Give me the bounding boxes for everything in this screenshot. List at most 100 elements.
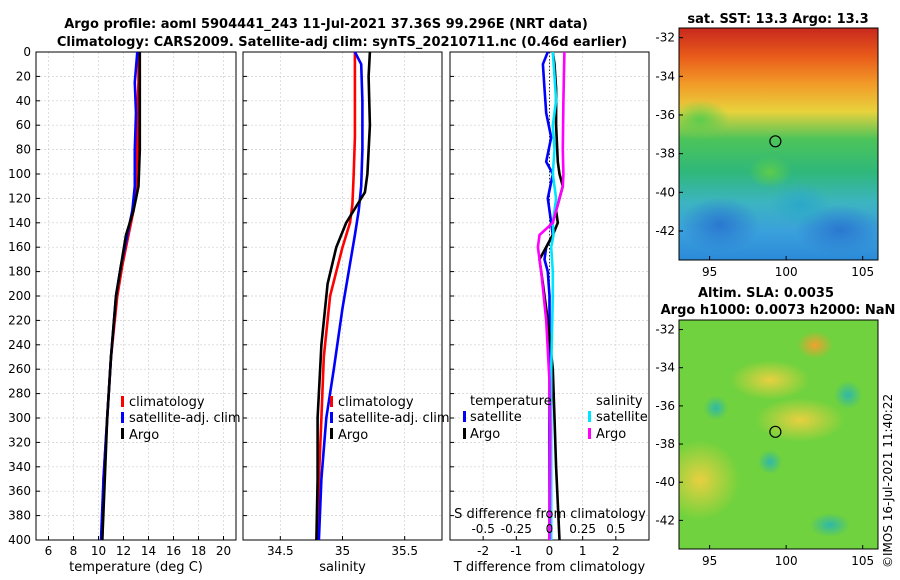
- map-y-tick-label: -42: [655, 224, 675, 238]
- x-tick-label: 34.5: [267, 544, 294, 558]
- y-tick-label: 220: [8, 313, 31, 327]
- argo-position-marker: [769, 135, 782, 148]
- y-tick-label: 100: [8, 167, 31, 181]
- legend-satellite-label: satellite-adj. clim: [129, 411, 241, 426]
- legend-argo-swatch: [121, 428, 124, 439]
- map-y-tick-label: -40: [655, 475, 675, 489]
- series-line-temperature-argo: [538, 51, 565, 541]
- series-line-climatology: [316, 52, 357, 541]
- sla-feature: [758, 450, 782, 474]
- y-tick-label: 20: [16, 69, 31, 83]
- sla-feature: [810, 513, 850, 537]
- y-tick-label: 260: [8, 362, 31, 376]
- sst-feature: [770, 183, 830, 227]
- sla-map-frame: [678, 319, 879, 550]
- argo-position-marker: [769, 425, 782, 438]
- legend-group-temperature-title: temperature: [470, 394, 552, 409]
- y-tick-label: 340: [8, 460, 31, 474]
- map-x-tick-label: 100: [775, 554, 798, 568]
- x-tick-label: 8: [70, 544, 78, 558]
- x-tick-label: 14: [141, 544, 156, 558]
- x-tick-label: 12: [116, 544, 131, 558]
- sst-heatmap: [679, 28, 878, 260]
- y-tick-label: 400: [8, 533, 31, 547]
- x-tick-label: 20: [216, 544, 231, 558]
- map-y-tick-label: -38: [655, 147, 675, 161]
- map-y-tick-label: -36: [655, 399, 675, 413]
- series-line-satellite-adj-clim: [317, 51, 364, 541]
- top-x-tick-label: 0.5: [606, 522, 625, 536]
- sla-map-title-line2: Argo h1000: 0.0073 h2000: NaN: [661, 303, 896, 318]
- y-tick-label: 360: [8, 484, 31, 498]
- sst-feature: [748, 156, 792, 188]
- map-x-tick-label: 95: [702, 265, 717, 279]
- sst-feature: [679, 100, 730, 140]
- sla-feature: [730, 360, 810, 400]
- map-y-tick-label: -32: [655, 31, 675, 45]
- x-axis-label: T difference from climatology: [453, 560, 646, 575]
- x-tick-label: 0: [546, 544, 554, 558]
- legend-temp-satellite-label: satellite: [470, 410, 522, 425]
- x-axis-label: temperature (deg C): [69, 560, 203, 575]
- legend-argo-label: Argo: [129, 428, 159, 443]
- salinity-panel: 34.5 35 35.5 salinity: [242, 51, 443, 575]
- sla-feature: [797, 331, 833, 359]
- series-line-argo: [101, 52, 142, 541]
- sla-feature: [679, 440, 740, 520]
- map-x-tick-label: 95: [702, 554, 717, 568]
- x-tick-label: 35: [335, 544, 350, 558]
- legend-climatology-swatch: [330, 396, 333, 407]
- legend-satellite-label: satellite-adj. clim: [338, 411, 450, 426]
- x-tick-label: -1: [510, 544, 522, 558]
- y-tick-label: 0: [23, 45, 31, 59]
- series-line-argo: [315, 51, 372, 541]
- y-tick-label: 240: [8, 338, 31, 352]
- x-tick-label: 1: [579, 544, 587, 558]
- difference-panel: -2 -1 0 1 2 T difference from climatology: [449, 51, 650, 575]
- y-tick-label: 60: [16, 118, 31, 132]
- map-x-tick-label: 105: [851, 265, 874, 279]
- legend-temp-argo-swatch: [463, 428, 466, 439]
- legend-argo-swatch: [330, 428, 333, 439]
- legend-climatology-swatch: [121, 396, 124, 407]
- x-tick-label: 6: [45, 544, 53, 558]
- sla-map-title-line1: Altim. SLA: 0.0035: [698, 286, 834, 301]
- legend-argo-label: Argo: [338, 428, 368, 443]
- difference-top-ticks: -0.5 -0.25 0 0.25 0.5: [471, 522, 625, 536]
- x-tick-label: 18: [191, 544, 206, 558]
- y-tick-label: 140: [8, 216, 31, 230]
- legend-temp-satellite-swatch: [463, 411, 466, 422]
- y-tick-label: 180: [8, 265, 31, 279]
- legend-sal-argo-swatch: [588, 428, 591, 439]
- x-tick-label: 2: [612, 544, 620, 558]
- x-tick-label: -2: [477, 544, 489, 558]
- y-tick-label: 320: [8, 435, 31, 449]
- y-tick-label: 300: [8, 411, 31, 425]
- difference-top-xlabel: S difference from climatology: [454, 507, 646, 522]
- sla-feature: [755, 398, 845, 442]
- y-tick-label: 80: [16, 143, 31, 157]
- map-y-tick-label: -38: [655, 437, 675, 451]
- salinity-legend: climatology satellite-adj. clim Argo: [330, 395, 450, 443]
- y-tick-label: 200: [8, 289, 31, 303]
- map-y-tick-label: -34: [655, 361, 675, 375]
- legend-temp-argo-label: Argo: [470, 427, 500, 442]
- figure-title-line2: Climatology: CARS2009. Satellite-adj cli…: [57, 35, 627, 50]
- legend-sal-satellite-label: satellite: [596, 410, 648, 425]
- sla-feature: [704, 396, 728, 420]
- legend-group-salinity-title: salinity: [596, 394, 643, 409]
- y-tick-label: 40: [16, 94, 31, 108]
- map-y-tick-label: -32: [655, 323, 675, 337]
- y-tick-label: 120: [8, 191, 31, 205]
- y-tick-label: 160: [8, 240, 31, 254]
- temperature-legend: climatology satellite-adj. clim Argo: [121, 395, 241, 443]
- map-y-tick-label: -42: [655, 513, 675, 527]
- sst-map-axes: 95 100 105 -32 -34 -36 -38 -40 -42: [655, 31, 874, 279]
- legend-climatology-label: climatology: [129, 395, 205, 410]
- sla-heatmap: [679, 320, 878, 549]
- map-x-tick-label: 100: [775, 265, 798, 279]
- top-x-tick-label: -0.25: [501, 522, 532, 536]
- y-tick-label: 280: [8, 387, 31, 401]
- sst-map-title: sat. SST: 13.3 Argo: 13.3: [687, 12, 868, 27]
